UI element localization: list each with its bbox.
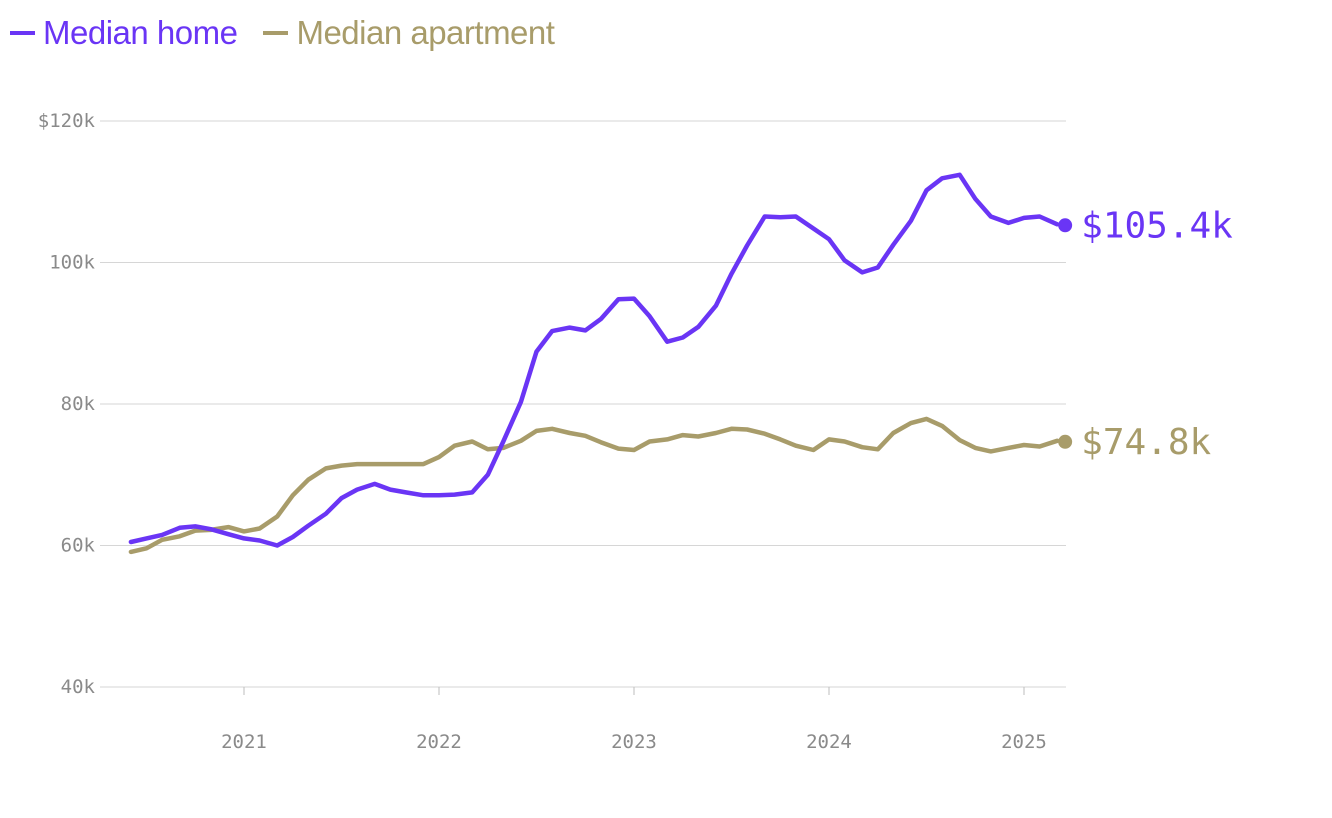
legend-label-apartment: Median apartment — [296, 14, 555, 51]
y-tick-label-4: $120k — [38, 110, 96, 132]
x-tick-label-2: 2023 — [611, 731, 657, 753]
series-line-apartment — [128, 416, 1060, 555]
x-tick-label-4: 2025 — [1001, 731, 1047, 753]
x-tick-label-0: 2021 — [221, 731, 267, 753]
series-line-home — [128, 172, 1060, 548]
legend-swatch-apartment — [263, 31, 289, 35]
legend-label-home: Median home — [43, 14, 238, 51]
series-end-label-home: $105.4k — [1081, 205, 1233, 246]
series-end-point-apartment — [1058, 434, 1073, 449]
y-tick-label-3: 100k — [49, 252, 95, 274]
y-tick-label-1: 60k — [61, 535, 96, 557]
x-tick-label-3: 2024 — [806, 731, 852, 753]
legend: Median home Median apartment — [10, 14, 580, 52]
y-tick-label-0: 40k — [61, 676, 96, 698]
x-tick-label-1: 2022 — [416, 731, 462, 753]
legend-item-apartment[interactable]: Median apartment — [263, 14, 555, 52]
legend-item-home[interactable]: Median home — [10, 14, 238, 52]
series-end-label-apartment: $74.8k — [1081, 422, 1211, 463]
series-end-point-home — [1058, 218, 1073, 233]
y-tick-label-2: 80k — [61, 393, 96, 415]
legend-swatch-home — [10, 31, 35, 35]
